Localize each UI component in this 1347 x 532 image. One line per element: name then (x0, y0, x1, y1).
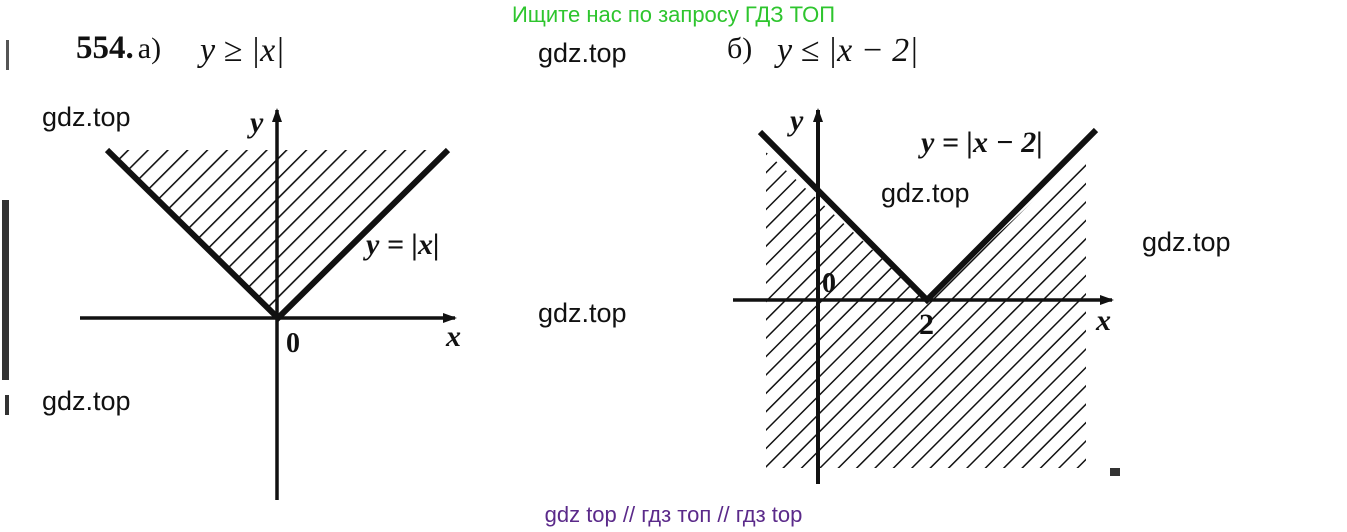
curve-abs-x (104, 147, 451, 323)
watermark: gdz.top (538, 298, 627, 328)
curve-abs-x-minus-2 (757, 127, 1099, 305)
search-hint-banner: Ищите нас по запросу ГДЗ ТОП (511, 2, 836, 27)
problem-number: 554. (76, 30, 134, 66)
part-a-label: а) (137, 32, 162, 65)
y-axis-label-a: y (247, 106, 264, 139)
curve-label-b: y = |x − 2| (918, 126, 1043, 159)
x-axis-label-b: x (1095, 304, 1111, 337)
graph-b: y x 0 2 y = |x − 2| (733, 104, 1114, 484)
part-b-heading: б) (727, 32, 752, 66)
x-axis-label-a: x (445, 320, 461, 353)
curve-label-a: y = |x| (363, 228, 440, 261)
origin-label-a: 0 (286, 328, 300, 359)
part-b-label: б) (727, 32, 753, 65)
part-b-inequality: y ≤ |x − 2| (777, 32, 919, 69)
shaded-region-b (766, 152, 1086, 468)
footer-watermark: gdz top // гдз топ // гдз top (544, 502, 803, 527)
vertex-label-b: 2 (919, 308, 934, 341)
watermark: gdz.top (538, 38, 627, 68)
watermark: gdz.top (42, 386, 131, 416)
y-axis-label-b: y (787, 104, 804, 137)
watermark: gdz.top (881, 178, 970, 208)
scan-edge-artifact (2, 40, 1120, 476)
part-a-inequality: y ≥ |x| (200, 32, 285, 69)
problem-heading: 554. а) (76, 30, 161, 67)
watermark: gdz.top (1142, 227, 1231, 257)
origin-label-b: 0 (822, 268, 836, 299)
watermark: gdz.top (42, 102, 131, 132)
graph-a: y x 0 y = |x| (80, 106, 461, 500)
